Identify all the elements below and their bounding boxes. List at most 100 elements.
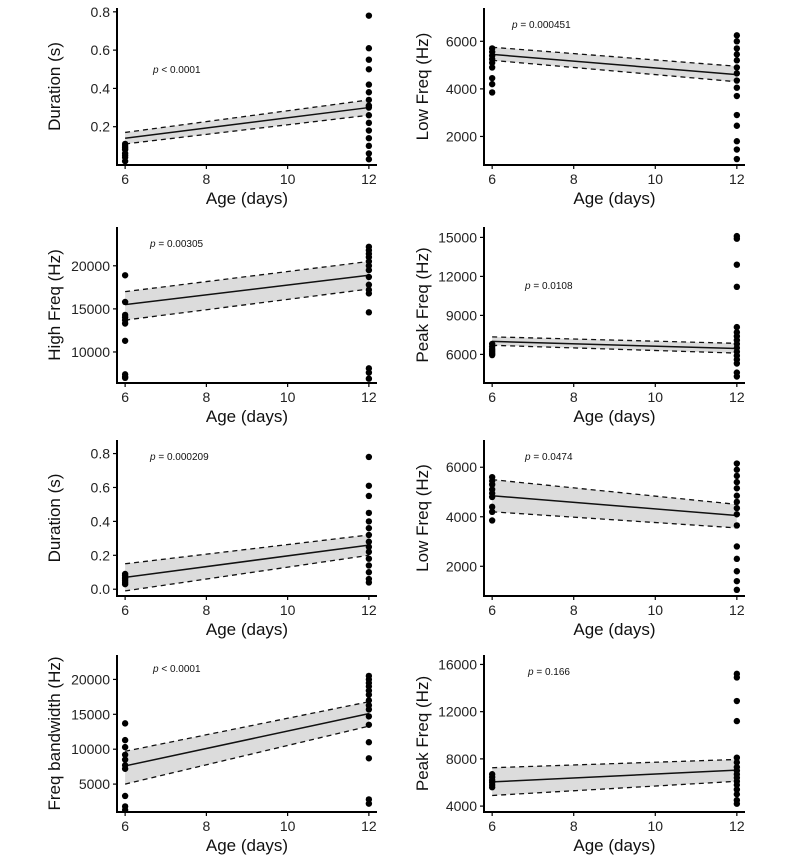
x-tick-label: 6 — [488, 818, 496, 834]
x-tick-label: 12 — [361, 171, 377, 187]
x-tick-label: 8 — [570, 171, 578, 187]
data-point — [733, 498, 741, 506]
x-axis-label: Age (days) — [206, 836, 288, 855]
p-value-text: = 0.000209 — [156, 452, 210, 463]
p-value-annotation: p = 0.0108 — [524, 281, 573, 292]
data-point — [365, 492, 373, 500]
data-point — [733, 717, 741, 725]
ci-upper-line — [125, 260, 369, 293]
ci-lower-line — [492, 59, 737, 83]
y-axis-label: Peak Freq (Hz) — [413, 676, 432, 791]
data-point — [365, 104, 373, 111]
data-point — [365, 81, 373, 88]
y-axis-label: Low Freq (Hz) — [413, 33, 432, 141]
data-point — [121, 320, 129, 327]
p-value-text: = 0.00305 — [156, 239, 204, 250]
p-value-annotation: p = 0.166 — [527, 667, 570, 678]
x-axis-label: Age (days) — [573, 836, 655, 855]
chart-panel-6: 6 8 10 12 2000 4000 6000 Age (days) Low Freq (Hz… — [413, 440, 745, 639]
y-axis-label: Duration (s) — [45, 474, 64, 563]
x-axis-label: Age (days) — [573, 189, 655, 208]
data-point — [488, 784, 496, 791]
p-symbol: p — [524, 281, 531, 292]
confidence-band — [125, 701, 369, 785]
x-tick-label: 10 — [280, 389, 296, 405]
y-tick-label: 10000 — [71, 344, 110, 360]
y-tick-label: 5000 — [79, 776, 110, 792]
p-symbol: p — [152, 65, 159, 76]
x-axis-label: Age (days) — [573, 620, 655, 639]
p-value-text: < 0.0001 — [159, 664, 201, 675]
data-point — [733, 466, 741, 473]
data-point — [733, 111, 741, 119]
p-value-annotation: p < 0.0001 — [152, 664, 201, 675]
data-point — [121, 720, 129, 727]
data-point — [365, 697, 373, 704]
data-point — [733, 373, 741, 380]
x-tick-label: 6 — [488, 602, 496, 618]
y-tick-label: 0.0 — [91, 581, 111, 597]
data-point — [365, 509, 373, 517]
data-point — [733, 478, 741, 486]
data-point — [733, 555, 741, 563]
data-point — [733, 70, 741, 77]
regression-line — [492, 769, 737, 783]
data-point — [365, 562, 373, 569]
data-point — [733, 568, 741, 575]
data-point — [733, 800, 741, 807]
data-point — [733, 38, 741, 45]
y-tick-label: 15000 — [438, 229, 477, 245]
data-point — [733, 261, 741, 268]
ci-upper-line — [124, 701, 370, 752]
x-tick-label: 10 — [647, 818, 663, 834]
regression-line — [125, 544, 369, 579]
data-point — [488, 74, 496, 82]
data-point — [733, 51, 741, 58]
p-symbol: p — [149, 239, 156, 250]
y-tick-label: 20000 — [71, 671, 110, 687]
y-tick-label: 0.4 — [91, 513, 111, 529]
y-axis-label: Low Freq (Hz) — [413, 464, 432, 572]
data-point — [488, 351, 496, 359]
data-point — [733, 235, 741, 242]
data-point — [365, 691, 373, 698]
data-point — [488, 508, 496, 516]
data-point — [733, 57, 741, 64]
y-tick-label: 6000 — [446, 459, 477, 475]
data-point — [733, 146, 741, 153]
data-point — [733, 155, 741, 163]
x-tick-label: 6 — [121, 602, 129, 618]
data-point — [733, 492, 741, 499]
y-tick-label: 0.6 — [91, 479, 111, 495]
ci-upper-line — [125, 534, 369, 565]
p-value-annotation: p = 0.000209 — [149, 452, 209, 463]
x-tick-label: 6 — [121, 818, 129, 834]
ci-lower-line — [492, 344, 737, 354]
data-point — [365, 127, 373, 134]
chart-panel-8: 6 8 10 12 4000 8000 12000 16000 Age (days) Peak F… — [413, 655, 745, 855]
p-symbol: p — [524, 452, 531, 463]
data-point — [121, 272, 129, 279]
data-point — [365, 548, 373, 556]
data-point — [733, 45, 741, 52]
data-point — [733, 754, 741, 761]
y-tick-label: 15000 — [71, 301, 110, 317]
p-value-text: < 0.0001 — [159, 65, 201, 76]
data-point — [733, 77, 741, 84]
x-tick-label: 10 — [280, 602, 296, 618]
data-point — [733, 323, 741, 331]
data-point — [121, 736, 129, 744]
x-tick-label: 12 — [729, 171, 745, 187]
regression-line — [124, 712, 370, 767]
ci-upper-line — [492, 758, 737, 769]
y-axis-label: Freq bandwidth (Hz) — [45, 656, 64, 810]
chart-panel-3: 6 8 10 12 10000 15000 20000 Age (days) High Freq… — [45, 227, 377, 426]
data-point — [365, 56, 373, 63]
p-value-text: = 0.166 — [534, 667, 571, 678]
confidence-band — [125, 99, 369, 144]
ci-lower-line — [492, 780, 737, 797]
data-point — [488, 89, 496, 96]
data-point — [365, 89, 373, 96]
data-point — [121, 374, 129, 382]
